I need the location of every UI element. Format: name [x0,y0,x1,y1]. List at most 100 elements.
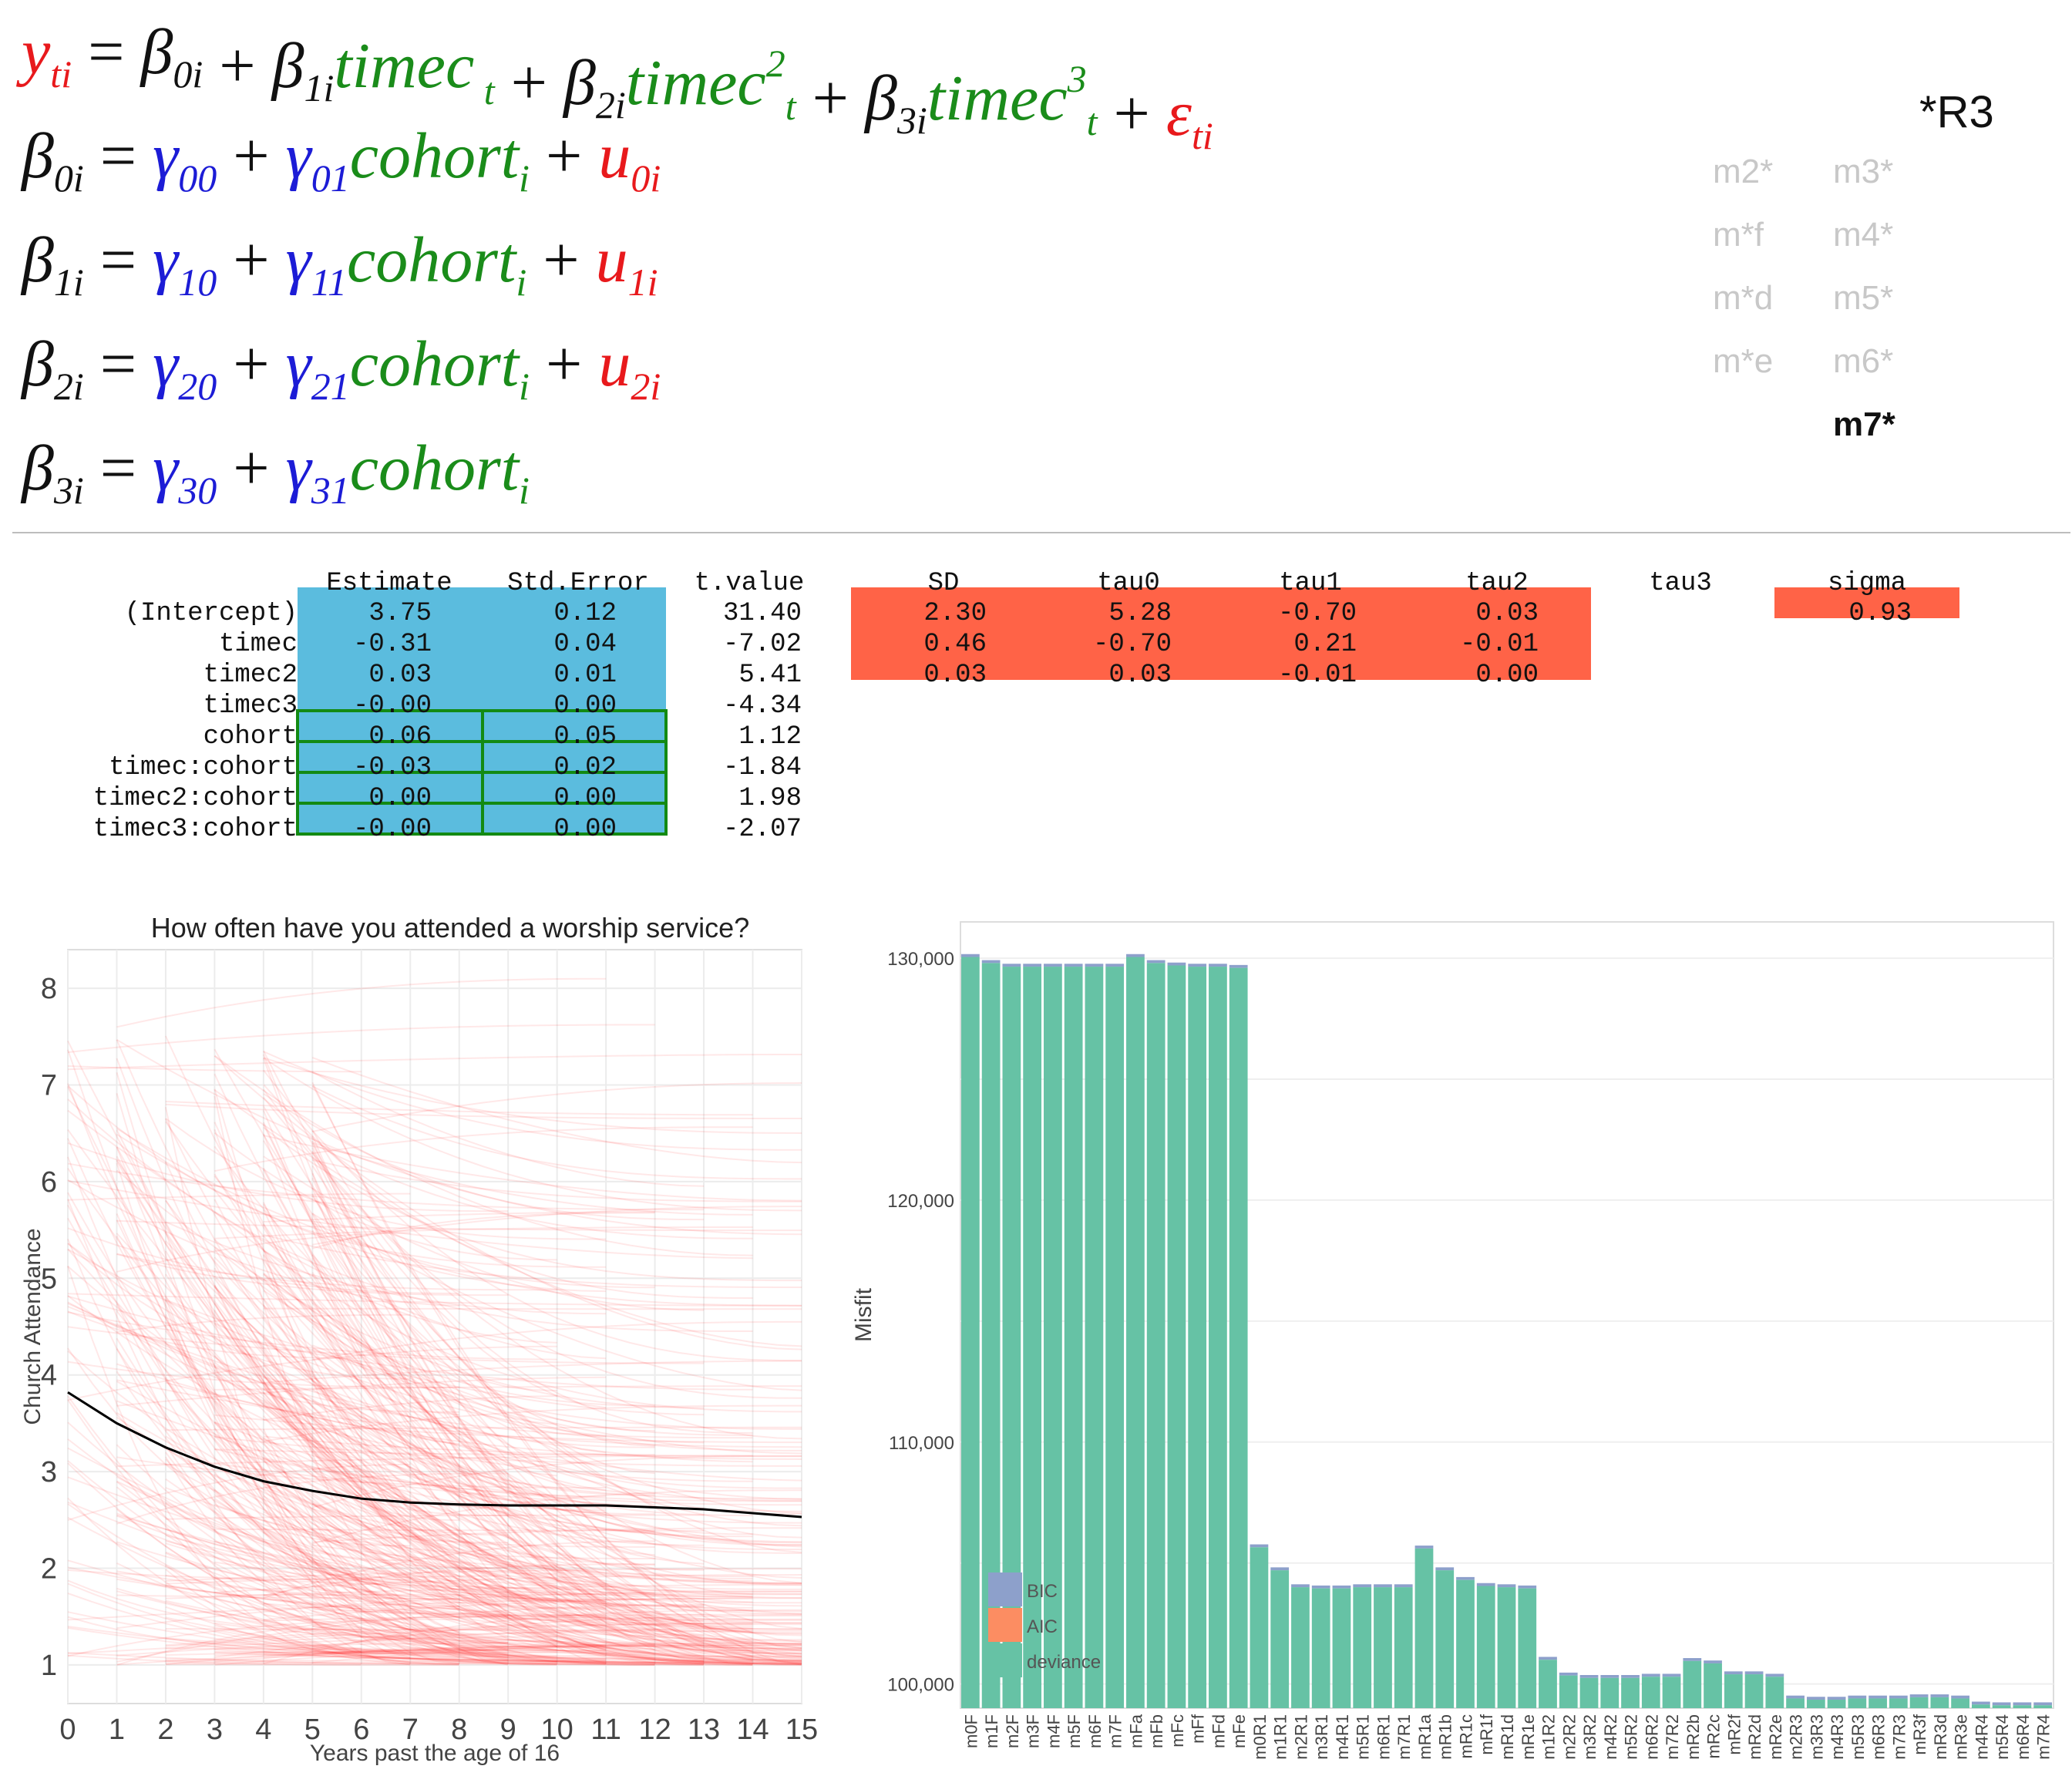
trajectory-line [263,1388,802,1579]
table-row-name: (Intercept) [125,599,298,628]
x-tick-label: m7R1 [1394,1714,1414,1760]
trajectory-line [263,1387,802,1651]
trajectory-line [67,1295,802,1524]
trajectory-line [116,1133,607,1293]
equation-token: ti [50,52,72,96]
bar-deviance [1229,967,1248,1708]
trajectory-line [263,1169,753,1666]
trajectory-line [214,1089,802,1347]
trajectory-line [214,1122,802,1615]
x-tick-label: m5F [1065,1714,1084,1748]
trajectory-line [165,1121,607,1438]
trajectory-line [263,1135,802,1202]
trajectory-line [263,1519,607,1661]
trajectory-line [67,1597,802,1621]
trajectory-line [263,1097,802,1440]
trajectory-line [263,1374,802,1655]
equation-line-4: β2i = γ20 + γ21cohorti + u2i [20,328,661,408]
table-cell: 1.12 [738,722,802,752]
y-axis-label: Church Attendance [20,1228,45,1424]
trajectory-line [263,1650,802,1654]
x-tick-label: mR3f [1910,1714,1929,1754]
trajectory-line [165,1435,802,1645]
trajectory-line [165,1103,802,1119]
x-tick-label: m5R1 [1354,1714,1373,1760]
table-cell: 0.06 [368,722,432,752]
trajectory-line [165,1574,802,1620]
trajectory-line [311,1503,802,1624]
trajectory-line [165,1628,655,1631]
trajectory-line [67,1098,753,1332]
trajectory-line [214,1048,802,1655]
equation-token: 2i [631,365,661,408]
misfit-bar-chart: 100,000 110,000 120,000 130,000 m0F m1F m2F m3F… [851,921,2054,1760]
table-row-name: cohort [204,722,298,752]
bar-deviance [1435,1570,1455,1708]
trajectory-line [311,1469,753,1643]
table-row-name: timec [219,630,298,659]
trajectory-line [214,1428,753,1657]
table-row-name: timec3:cohort [93,815,298,844]
x-tick-label: m1R1 [1271,1714,1290,1760]
trajectory-line [214,1574,802,1593]
table-cell: -0.01 [1460,630,1539,659]
trajectory-line [67,1192,411,1201]
equation-line-1: yti = β0i + β1itimec t + β2itimec2t + β3… [15,16,1213,157]
equation-token: β [863,62,897,134]
bar-deviance [1559,1675,1578,1708]
trajectory-line [116,1213,607,1663]
trajectory-line [312,1615,802,1650]
x-tick-label: m4F [1044,1714,1063,1748]
trajectory-line [116,1486,459,1634]
equation-token: γ [153,432,180,504]
table-cell: -7.02 [723,630,802,659]
trajectory-line [116,1160,753,1582]
bar-deviance [1909,1697,1929,1708]
table-cell: -0.70 [1278,599,1357,628]
table-row-name: timec2:cohort [93,784,298,813]
trajectory-line [67,1626,607,1665]
bar-deviance [1085,967,1104,1708]
trajectory-line [116,1253,557,1291]
equation-token: + [526,224,595,296]
x-tick-label: m5R4 [1993,1714,2012,1760]
trajectory-line [312,1527,802,1543]
trajectory-line [116,1381,802,1615]
trajectory-line [263,1435,802,1457]
table-row-name: timec:cohort [109,753,298,782]
trajectory-line [165,1583,802,1599]
table-cell: 0.93 [1848,599,1912,628]
trajectory-line [263,1093,705,1221]
trajectory-line [67,1395,411,1663]
trajectory-line [263,1069,802,1362]
table-cell: 0.00 [553,815,617,844]
x-tick-label: m4R2 [1601,1714,1620,1760]
x-tick-label: m1F [982,1714,1001,1748]
bar-bic-cap [2033,1702,2052,1706]
trajectory-line [311,1142,753,1240]
equation-token: 0i [173,52,203,96]
table-cell: -0.00 [353,815,432,844]
trajectory-line [262,1058,802,1645]
trajectory-line [263,1298,802,1586]
trajectory-line [165,1599,557,1651]
bar-bic-cap [1456,1576,1475,1580]
bar-bic-cap [1868,1695,1887,1699]
bar-deviance [1497,1587,1516,1708]
bar-deviance [1971,1704,1990,1708]
table-cell: 0.00 [1475,661,1539,690]
table-cell: 0.46 [923,630,987,659]
equation-token: β [20,432,54,504]
trajectory-line [263,1202,802,1630]
trajectory-line [67,1204,459,1636]
x-tick-label: 7 [402,1714,419,1746]
trajectory-line [116,1400,802,1543]
trajectory-line [67,1243,655,1448]
trajectory-line [312,1082,802,1132]
trajectory-line [311,1150,607,1409]
trajectory-line [116,1379,802,1448]
table-cell: -4.34 [723,691,802,721]
x-tick-label: mFb [1147,1714,1166,1748]
x-tick-label: mR2b [1684,1714,1703,1760]
trajectory-line [67,1569,411,1581]
